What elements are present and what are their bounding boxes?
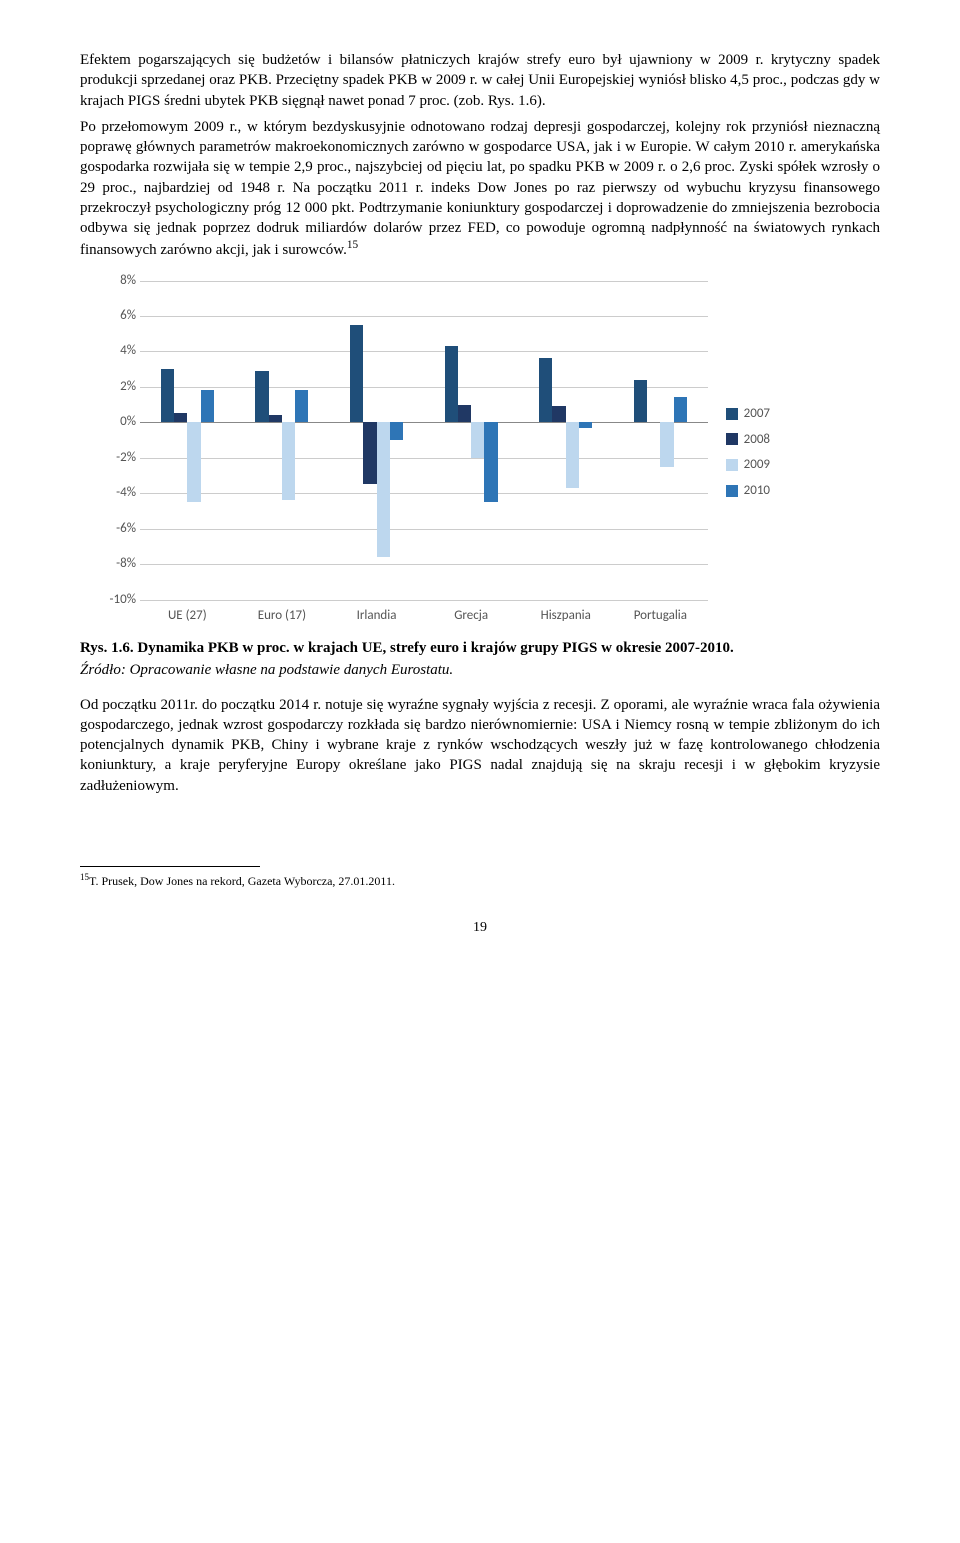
chart-group bbox=[235, 281, 330, 600]
chart-bar bbox=[552, 406, 565, 422]
y-tick-label: -8% bbox=[98, 555, 136, 573]
x-tick-label: Portugalia bbox=[613, 607, 708, 625]
legend-swatch bbox=[726, 459, 738, 471]
y-tick-label: 0% bbox=[98, 413, 136, 431]
chart-bar bbox=[484, 422, 497, 502]
chart-group bbox=[329, 281, 424, 600]
legend-item: 2007 bbox=[726, 405, 770, 423]
chart-bar bbox=[390, 422, 403, 440]
legend-label: 2007 bbox=[744, 405, 770, 423]
y-tick-label: 8% bbox=[98, 272, 136, 290]
y-tick-label: 2% bbox=[98, 378, 136, 396]
chart-bar bbox=[377, 422, 390, 557]
page-number: 19 bbox=[80, 919, 880, 938]
legend-swatch bbox=[726, 408, 738, 420]
legend-item: 2010 bbox=[726, 482, 770, 500]
legend-item: 2008 bbox=[726, 431, 770, 449]
x-tick-label: UE (27) bbox=[140, 607, 235, 625]
chart-group bbox=[518, 281, 613, 600]
chart-bar bbox=[269, 415, 282, 422]
chart-bar bbox=[363, 422, 376, 484]
paragraph-2-text: Po przełomowym 2009 r., w którym bezdysk… bbox=[80, 119, 880, 259]
chart-legend: 2007 2008 2009 2010 bbox=[726, 281, 770, 625]
chart-bar bbox=[539, 358, 552, 422]
chart-bar bbox=[445, 346, 458, 422]
chart-bar bbox=[187, 422, 200, 502]
chart-bar bbox=[174, 413, 187, 422]
chart-bar bbox=[660, 422, 673, 466]
figure-source: Źródło: Opracowanie własne na podstawie … bbox=[80, 660, 880, 680]
chart-bar bbox=[634, 380, 647, 423]
legend-swatch bbox=[726, 485, 738, 497]
chart-bar bbox=[566, 422, 579, 488]
footnote-15: 15T. Prusek, Dow Jones na rekord, Gazeta… bbox=[80, 871, 880, 889]
chart-bar bbox=[579, 422, 592, 427]
paragraph-2: Po przełomowym 2009 r., w którym bezdysk… bbox=[80, 117, 880, 261]
x-tick-label: Euro (17) bbox=[235, 607, 330, 625]
x-tick-label: Hiszpania bbox=[518, 607, 613, 625]
chart-bar bbox=[458, 405, 471, 423]
footnote-separator bbox=[80, 866, 260, 867]
chart-bar bbox=[282, 422, 295, 500]
figure-caption: Rys. 1.6. Dynamika PKB w proc. w krajach… bbox=[80, 638, 880, 658]
chart-bar bbox=[674, 397, 687, 422]
chart-bar bbox=[255, 371, 268, 422]
y-tick-label: -4% bbox=[98, 484, 136, 502]
y-tick-label: -10% bbox=[98, 591, 136, 609]
legend-label: 2009 bbox=[744, 456, 770, 474]
chart-bar bbox=[350, 325, 363, 422]
chart-bar bbox=[161, 369, 174, 422]
caption-title: Rys. 1.6. Dynamika PKB w proc. w krajach… bbox=[80, 640, 734, 656]
legend-swatch bbox=[726, 433, 738, 445]
chart-group bbox=[613, 281, 708, 600]
footnote-ref-15: 15 bbox=[347, 239, 358, 251]
paragraph-3: Od początku 2011r. do początku 2014 r. n… bbox=[80, 695, 880, 796]
chart-bar bbox=[295, 390, 308, 422]
chart-group bbox=[140, 281, 235, 600]
y-tick-label: -6% bbox=[98, 520, 136, 538]
legend-label: 2008 bbox=[744, 431, 770, 449]
chart-bar bbox=[471, 422, 484, 457]
x-tick-label: Grecja bbox=[424, 607, 519, 625]
paragraph-1: Efektem pogarszających się budżetów i bi… bbox=[80, 50, 880, 111]
y-tick-label: -2% bbox=[98, 449, 136, 467]
gridline bbox=[140, 600, 708, 601]
footnote-num: 15 bbox=[80, 872, 89, 882]
x-tick-label: Irlandia bbox=[329, 607, 424, 625]
chart-bar bbox=[201, 390, 214, 422]
y-tick-label: 4% bbox=[98, 343, 136, 361]
footnote-text: T. Prusek, Dow Jones na rekord, Gazeta W… bbox=[89, 874, 395, 888]
chart-group bbox=[424, 281, 519, 600]
legend-label: 2010 bbox=[744, 482, 770, 500]
chart-x-labels: UE (27)Euro (17)IrlandiaGrecjaHiszpaniaP… bbox=[140, 607, 708, 625]
y-tick-label: 6% bbox=[98, 307, 136, 325]
legend-item: 2009 bbox=[726, 456, 770, 474]
gdp-chart: -10%-8%-6%-4%-2%0%2%4%6%8% UE (27)Euro (… bbox=[140, 281, 770, 625]
chart-plot-area: -10%-8%-6%-4%-2%0%2%4%6%8% bbox=[140, 281, 708, 601]
